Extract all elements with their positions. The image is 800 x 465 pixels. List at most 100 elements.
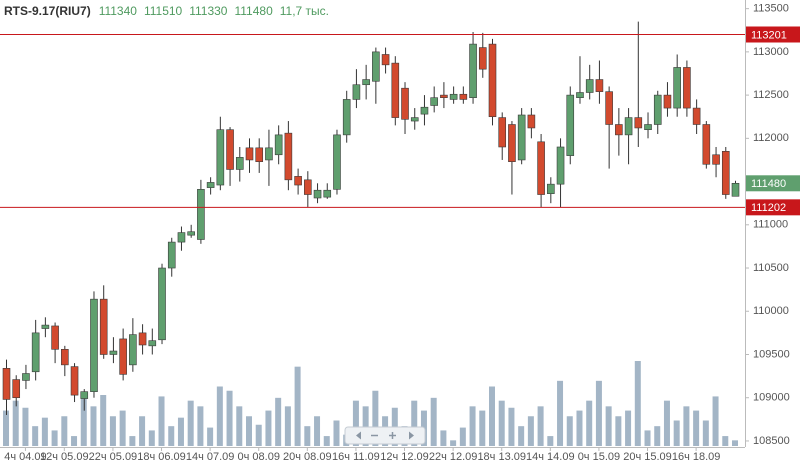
volume-bar <box>459 427 466 446</box>
scroll-left[interactable] <box>356 431 361 440</box>
volume-bar <box>673 420 680 446</box>
candle-body <box>304 179 312 195</box>
last-price-bg <box>746 175 800 192</box>
volume-bar <box>41 417 48 446</box>
candle-body <box>197 189 205 240</box>
y-tick-label: 112500 <box>753 89 789 101</box>
volume-bar <box>100 395 107 446</box>
candle-body <box>158 267 166 341</box>
volume-bar <box>129 436 136 446</box>
x-tick-label: 0ч 15.09 <box>578 451 620 463</box>
volume-bar <box>450 440 457 446</box>
x-tick-label: 0ч 08.09 <box>238 451 280 463</box>
candle-body <box>70 366 79 396</box>
candle-body <box>731 182 740 197</box>
volume-bar <box>90 406 97 446</box>
candle-body <box>498 117 507 148</box>
candle-body <box>615 124 623 136</box>
volume-bar <box>430 397 437 446</box>
volume-bar <box>51 430 58 446</box>
volume-bar <box>498 400 505 446</box>
candle-body <box>372 51 380 82</box>
volume-bar <box>22 407 29 446</box>
header-value: 111330 <box>189 4 228 18</box>
x-tick-label: 12ч 12.09 <box>380 451 429 463</box>
volume-bar <box>246 416 252 446</box>
candle-body <box>2 368 11 400</box>
volume-bar <box>663 400 670 446</box>
candle-body <box>547 183 555 194</box>
volume-bar <box>265 410 272 446</box>
last-price-label: 111480 <box>751 178 786 190</box>
candle-body <box>187 231 195 236</box>
volume-bar <box>557 380 564 446</box>
candle-body <box>449 93 458 100</box>
candle-body <box>683 67 691 109</box>
candle-body <box>138 332 147 346</box>
volume-bar <box>362 406 369 446</box>
candle-body <box>566 94 575 156</box>
level-label: 111202 <box>751 202 786 214</box>
x-tick-label: 4ч 04.09 <box>4 451 46 463</box>
volume-bar <box>226 390 233 446</box>
level-label-bg <box>746 26 800 43</box>
candle-body <box>527 114 536 129</box>
volume-bar <box>168 426 175 446</box>
level-label: 113201 <box>751 29 787 41</box>
x-tick-label: 12ч 05.09 <box>40 451 89 463</box>
candle-body <box>284 132 293 181</box>
y-tick-label: 110000 <box>753 305 789 317</box>
volume-bar <box>71 436 78 446</box>
volume-bar <box>411 400 418 446</box>
header-volume: 11,7 тыс. <box>280 4 329 18</box>
candle-body <box>216 129 225 186</box>
x-tick-label: 18ч 13.09 <box>477 451 526 463</box>
candle-body <box>22 373 30 381</box>
scroll-right[interactable] <box>409 431 414 440</box>
volume-bar <box>440 430 447 446</box>
candle-body <box>556 146 565 185</box>
candle-body <box>537 141 545 195</box>
candle-body <box>129 334 137 366</box>
candle-body <box>41 324 50 329</box>
x-tick-label: 18ч 06.09 <box>137 451 186 463</box>
candle-body <box>721 151 730 195</box>
y-tick-label: 109500 <box>753 348 790 360</box>
header-values: 111340 111510 111330 111480 11,7 тыс. <box>99 4 329 18</box>
candle-body <box>80 391 89 399</box>
candle-body <box>245 147 254 161</box>
volume-bar <box>615 416 622 446</box>
overlay: 108500 109000 109500 110000 110500 111000 1115… <box>0 3 800 463</box>
candle-body <box>508 124 516 162</box>
header-value: 111480 <box>234 4 273 18</box>
header-value: 111340 <box>99 4 138 18</box>
candle-body <box>12 379 21 399</box>
volume-bar <box>187 400 194 446</box>
plot-area <box>2 21 740 446</box>
volume-bar <box>722 436 729 446</box>
candle-body <box>333 134 341 190</box>
volume-bar <box>139 416 146 446</box>
y-tick-label: 109000 <box>753 392 790 404</box>
candle-body <box>109 350 118 355</box>
volume-bar <box>469 406 476 446</box>
candle-body <box>459 93 468 100</box>
volume-bar <box>489 386 495 446</box>
volume-bar <box>255 424 262 446</box>
y-tick-label: 111000 <box>753 219 788 231</box>
candle-body <box>605 91 613 125</box>
y-tick-label: 112000 <box>753 132 789 144</box>
volume-bar <box>566 416 573 446</box>
zoom-in[interactable] <box>389 432 396 439</box>
volume-bar <box>304 426 311 446</box>
level-label-bg <box>746 199 800 216</box>
candle-body <box>488 43 497 118</box>
volume-bar <box>372 390 379 446</box>
y-tick-label: 113000 <box>753 46 789 58</box>
volume-bar <box>158 396 165 446</box>
volume-bar <box>586 400 593 446</box>
x-tick-label: 16ч 11.09 <box>332 451 380 463</box>
navigator-box[interactable] <box>344 426 426 445</box>
candle-body <box>440 94 448 99</box>
navigator[interactable] <box>344 426 426 445</box>
